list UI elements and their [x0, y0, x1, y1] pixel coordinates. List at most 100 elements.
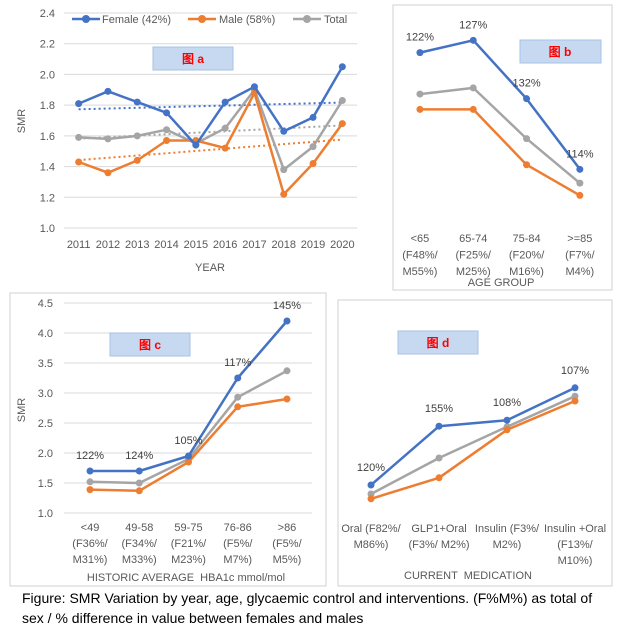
x-tick-label: 2015	[184, 239, 208, 251]
y-axis-title: SMR	[16, 398, 28, 423]
y-tick-label: 2.2	[40, 39, 55, 51]
legend-label: Total	[324, 14, 347, 26]
data-point	[338, 63, 346, 71]
data-label: 105%	[174, 435, 202, 447]
x-tick-label: Oral (F82%/	[341, 523, 401, 535]
x-tick-label: 65-74	[459, 233, 487, 245]
panel-tag-label: 图 b	[549, 45, 572, 59]
data-label: 107%	[561, 365, 589, 377]
legend-swatch-marker	[82, 15, 90, 23]
x-tick-label: 2011	[67, 239, 91, 251]
x-tick-label: 2014	[154, 239, 178, 251]
x-tick-label: (F7%/	[565, 250, 595, 262]
panel-tag-box	[397, 330, 479, 355]
y-tick-label: 1.4	[40, 162, 55, 174]
data-point	[234, 374, 242, 382]
data-point	[135, 467, 143, 475]
x-tick-label: (F5%/	[272, 538, 302, 550]
data-point	[416, 49, 424, 57]
series-line	[77, 88, 344, 171]
data-point	[283, 317, 291, 325]
x-tick-label: M16%)	[509, 266, 544, 278]
x-tick-label: (F5%/	[223, 538, 253, 550]
x-tick-label: 59-75	[174, 522, 202, 534]
x-tick-label: M5%)	[273, 554, 302, 566]
y-tick-label: 2.5	[38, 418, 53, 430]
data-point	[283, 395, 291, 403]
x-tick-label: 2020	[330, 239, 354, 251]
data-point	[75, 100, 83, 108]
data-point	[75, 158, 83, 166]
caption-line: Figure: SMR Variation by year, age, glyc…	[22, 590, 593, 606]
y-tick-label: 1.8	[40, 100, 55, 112]
x-tick-label: M7%)	[223, 554, 252, 566]
x-tick-label: M86%)	[354, 539, 389, 551]
x-tick-label: M10%)	[558, 555, 593, 567]
data-point	[503, 426, 511, 434]
legend-item-female: Female (42%)	[72, 14, 171, 26]
panel-tag-label: 图 a	[182, 52, 204, 66]
panel-tag-label: 图 c	[139, 338, 161, 352]
x-tick-label: >86	[278, 522, 297, 534]
trendline	[78, 124, 343, 140]
data-point	[221, 144, 229, 152]
y-tick-label: 1.6	[40, 131, 55, 143]
data-label: 122%	[76, 450, 104, 462]
panel-border	[337, 299, 613, 587]
x-tick-label: (F48%/	[402, 250, 438, 262]
y-tick-label: 2.0	[40, 69, 55, 81]
x-tick-label: (F34%/	[122, 538, 158, 550]
data-point	[469, 36, 477, 44]
data-point	[75, 133, 83, 141]
x-axis-title: YEAR	[195, 262, 225, 274]
data-point	[280, 166, 288, 174]
data-point	[571, 384, 579, 392]
data-point	[104, 87, 112, 95]
x-tick-label: 2017	[242, 239, 266, 251]
data-point	[576, 165, 584, 173]
legend-item-male: Male (58%)	[188, 14, 275, 26]
x-tick-label: M23%)	[171, 554, 206, 566]
panel-tag-label: 图 d	[427, 336, 450, 350]
data-point	[280, 190, 288, 198]
x-tick-label: 49-58	[125, 522, 153, 534]
data-point	[469, 84, 477, 92]
y-tick-label: 4.0	[38, 328, 53, 340]
data-label: 114%	[566, 148, 594, 160]
x-tick-label: (F20%/	[509, 250, 545, 262]
data-point	[250, 83, 258, 91]
data-point	[86, 486, 94, 494]
data-point	[185, 452, 192, 460]
plot-area: 4.5 4.0 3.5 3.0 2.5 2.0 1.5 1.0 <49 (F36%/ M31%) 49…	[38, 298, 312, 566]
data-point	[523, 161, 531, 169]
legend-swatch-marker	[198, 15, 206, 23]
x-tick-label: <65	[411, 233, 430, 245]
panel-d-medication-chart: Oral (F82%/ M86%) GLP1+Oral (F3%/ M2%) Insul…	[337, 299, 613, 587]
y-tick-label: 2.4	[40, 8, 55, 20]
panel-tag: 图 d	[397, 330, 479, 355]
panel-tag: 图 a	[152, 46, 234, 71]
data-label: 127%	[459, 19, 487, 31]
data-point	[523, 95, 531, 103]
panel-c-hba1c-chart: 4.5 4.0 3.5 3.0 2.5 2.0 1.5 1.0 <49 (F36%/ M31%) 49…	[9, 292, 327, 587]
figure-charts: 2.4 2.2 2.0 1.8 1.6 1.4 1.2 1.0 2011 2012 2013 2014…	[9, 4, 613, 587]
data-point	[309, 113, 317, 121]
data-point	[133, 132, 141, 140]
data-point	[571, 397, 579, 405]
data-point	[221, 98, 229, 106]
data-point	[576, 179, 584, 187]
y-tick-label: 1.0	[38, 508, 53, 520]
panel-border	[9, 292, 327, 587]
panel-tag: 图 b	[519, 39, 602, 64]
series-line	[369, 394, 577, 496]
data-point	[571, 392, 579, 400]
series-line	[77, 65, 344, 147]
data-point	[338, 97, 346, 105]
data-point	[309, 160, 317, 167]
legend-label: Male (58%)	[219, 14, 275, 26]
plot-area: Oral (F82%/ M86%) GLP1+Oral (F3%/ M2%) Insul…	[341, 365, 606, 567]
data-point	[104, 169, 112, 177]
data-label: 145%	[273, 300, 301, 312]
y-tick-label: 3.5	[38, 358, 53, 370]
data-point	[367, 495, 375, 503]
